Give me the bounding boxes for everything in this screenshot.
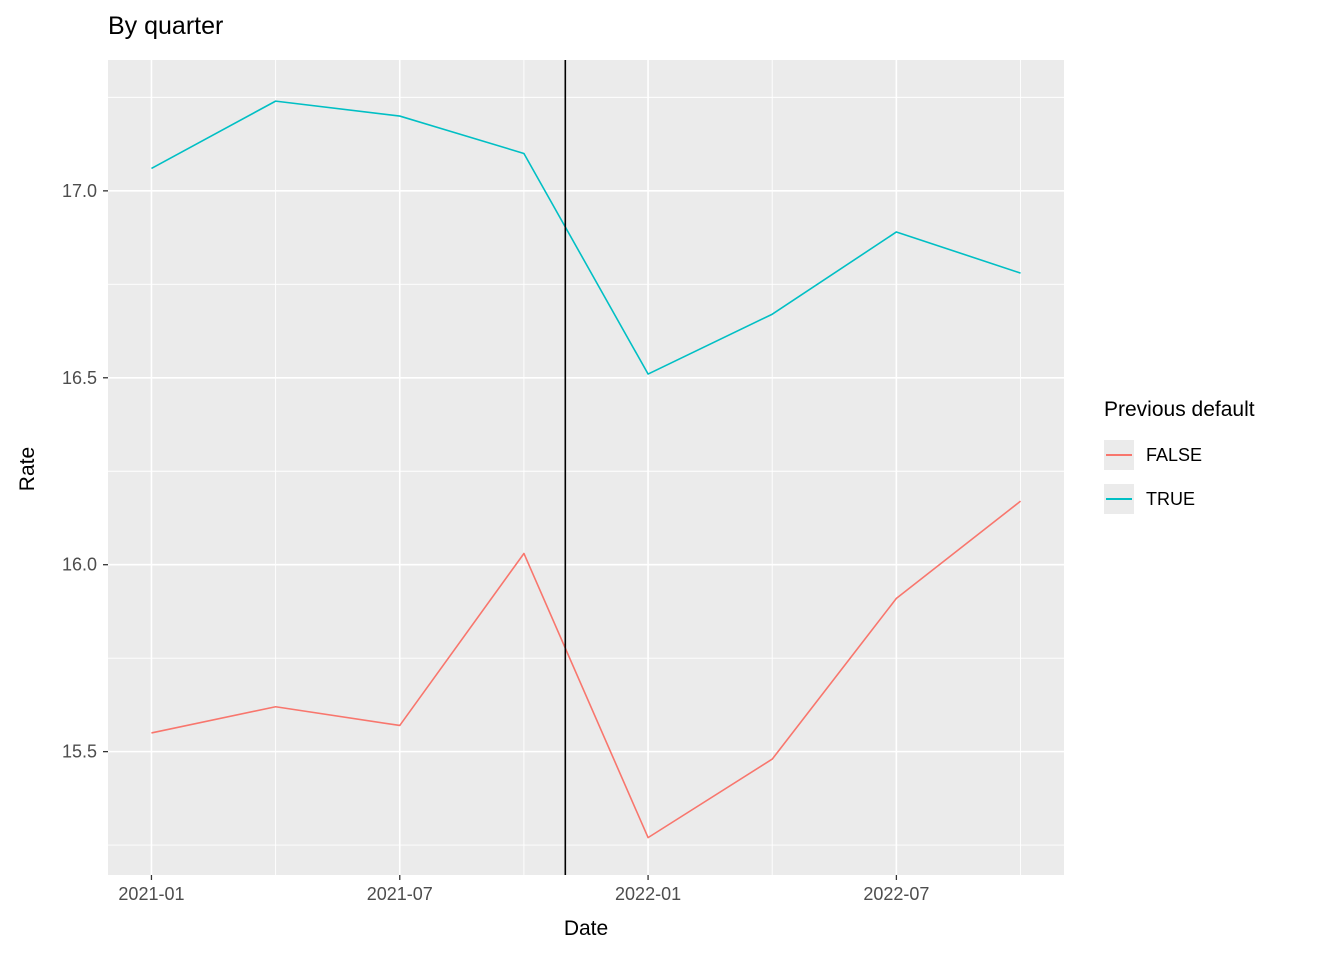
x-tick-label: 2021-01 <box>118 884 184 904</box>
legend-label: TRUE <box>1146 488 1195 509</box>
legend-entries: FALSE TRUE <box>1096 440 1340 514</box>
series-line-true <box>151 100 1021 375</box>
legend-key-false <box>1104 440 1134 470</box>
chart-title: By quarter <box>108 12 224 40</box>
panel-background <box>108 60 1064 875</box>
legend-key-line-icon <box>1106 454 1132 456</box>
y-axis-title: Rate <box>16 446 39 492</box>
y-tick-label: 15.5 <box>62 742 97 762</box>
legend-key-line-icon <box>1106 498 1132 500</box>
series-line-false <box>151 500 1022 839</box>
y-tick-label: 16.0 <box>62 555 97 575</box>
legend: Previous default FALSE TRUE <box>1096 398 1340 528</box>
x-tick-label: 2021-07 <box>367 884 433 904</box>
x-tick-label: 2022-01 <box>615 884 681 904</box>
x-axis-title: Date <box>563 917 609 940</box>
legend-entry-true: TRUE <box>1096 484 1340 514</box>
legend-key-true <box>1104 484 1134 514</box>
legend-label: FALSE <box>1146 444 1203 465</box>
legend-entry-false: FALSE <box>1096 440 1340 470</box>
y-tick-label: 17.0 <box>62 181 97 201</box>
y-tick-label: 16.5 <box>62 368 97 388</box>
legend-title: Previous default <box>1104 398 1255 421</box>
x-tick-label: 2022-07 <box>863 884 929 904</box>
